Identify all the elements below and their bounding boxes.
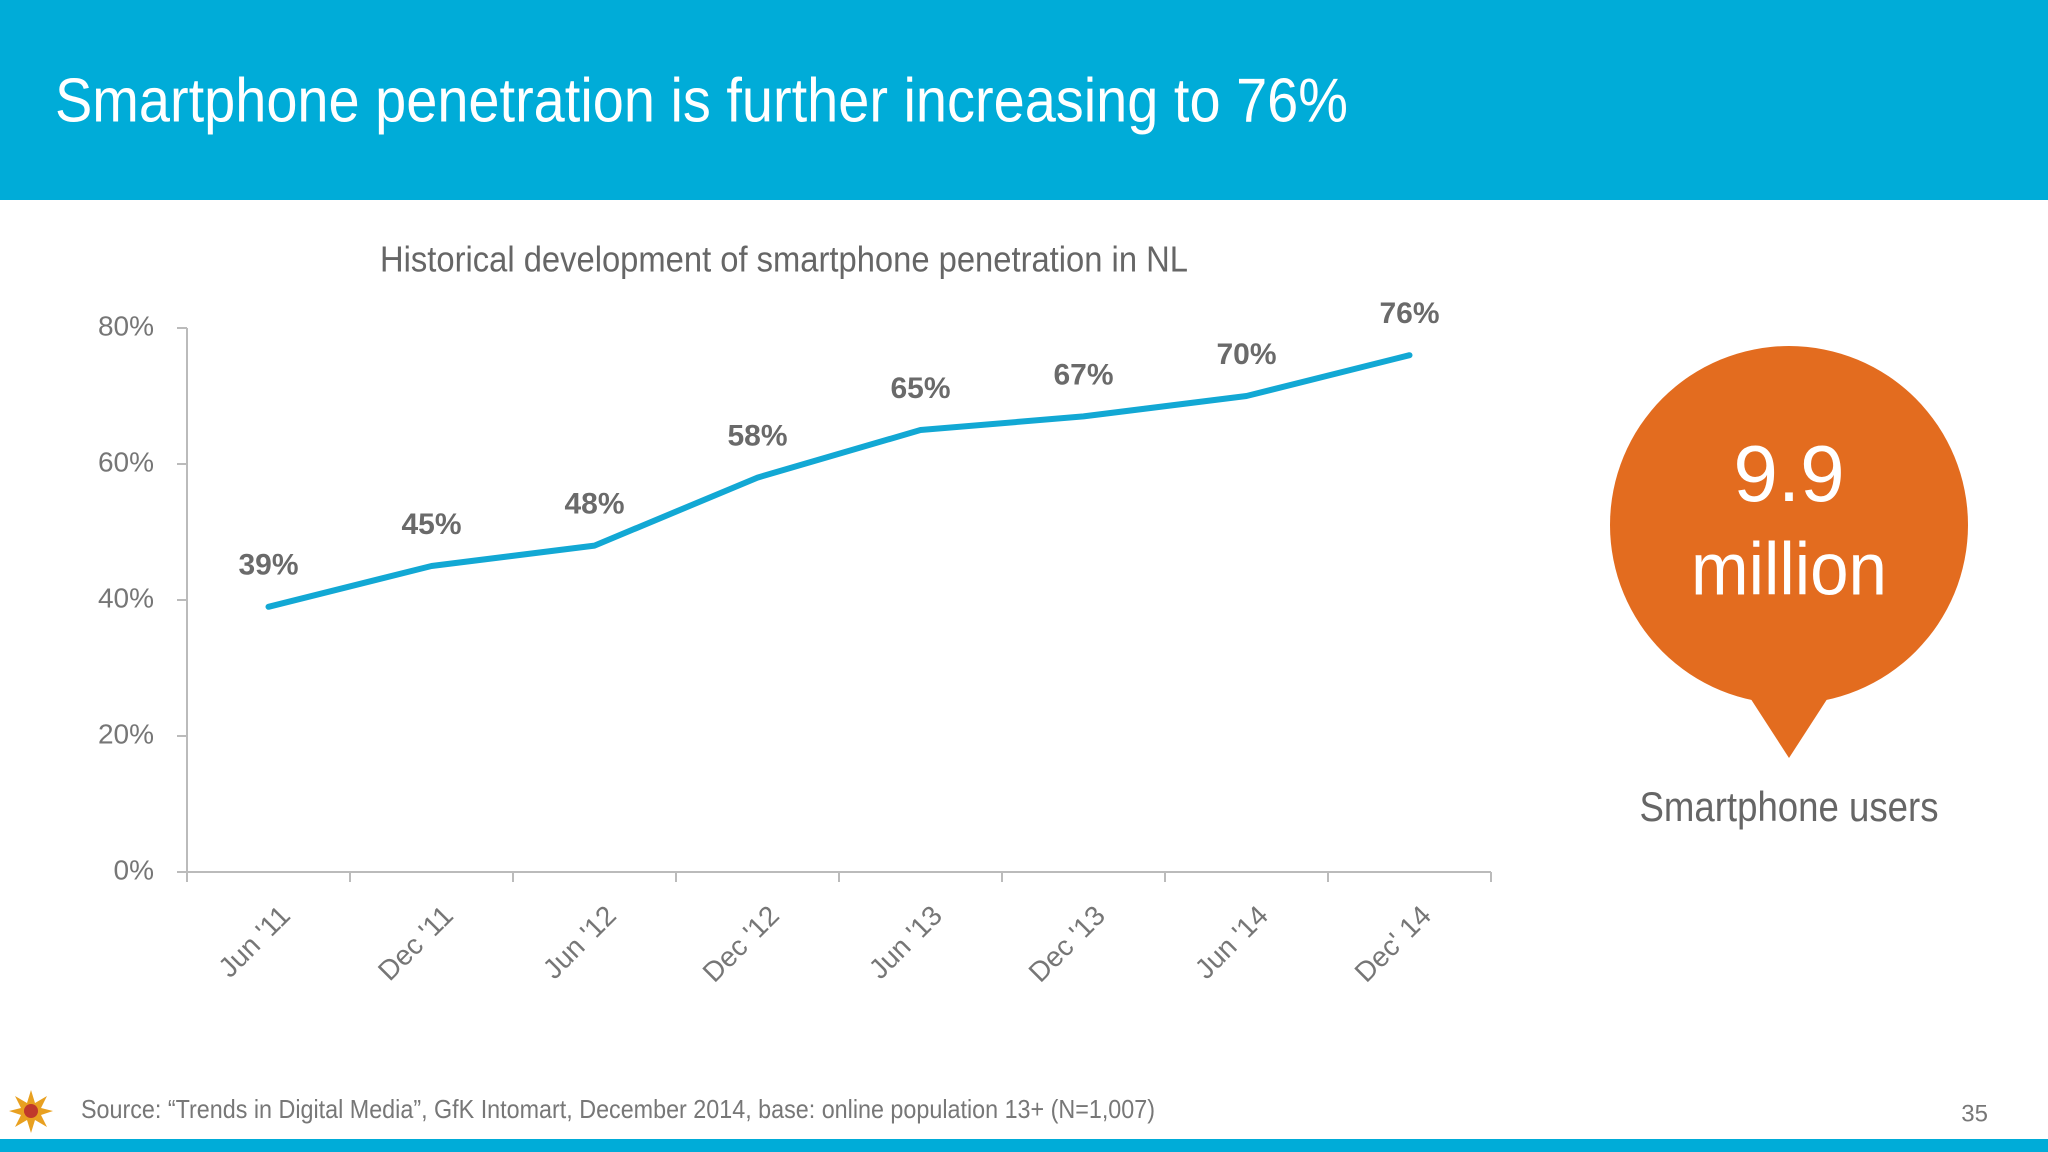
x-tick-label: Dec '12 <box>697 900 785 988</box>
data-label: 48% <box>564 488 624 521</box>
logo-core <box>24 1104 38 1118</box>
x-tick-label: Jun '14 <box>1189 900 1274 985</box>
page-number: 35 <box>1961 1100 1988 1127</box>
x-tick-label: Dec' 14 <box>1349 900 1437 988</box>
callout-pointer <box>1745 690 1833 758</box>
x-tick-label: Dec '13 <box>1023 900 1111 988</box>
data-label: 45% <box>401 508 461 541</box>
x-tick-label: Jun '11 <box>212 900 296 984</box>
y-tick-label: 80% <box>98 310 154 341</box>
y-tick-label: 0% <box>114 854 154 885</box>
data-label: 76% <box>1379 297 1439 330</box>
data-label: 65% <box>890 372 950 405</box>
data-label: 58% <box>727 420 787 453</box>
callout-bubble <box>1610 346 1968 704</box>
data-label: 67% <box>1053 358 1113 391</box>
callout-number: 9.9 <box>1733 429 1844 518</box>
data-label: 70% <box>1216 338 1276 371</box>
x-tick-label: Jun '13 <box>863 900 948 985</box>
callout-unit: million <box>1691 528 1887 611</box>
source-note: Source: “Trends in Digital Media”, GfK I… <box>81 1094 1155 1124</box>
data-label: 39% <box>238 549 298 582</box>
x-tick-label: Dec '11 <box>372 900 459 987</box>
footer-bar <box>0 1139 2048 1152</box>
callout-caption: Smartphone users <box>1640 783 1939 830</box>
y-tick-label: 40% <box>98 582 154 613</box>
y-tick-label: 60% <box>98 446 154 477</box>
chart-title: Historical development of smartphone pen… <box>380 239 1188 280</box>
slide-title: Smartphone penetration is further increa… <box>55 66 1348 135</box>
y-tick-label: 20% <box>98 718 154 749</box>
x-tick-label: Jun '12 <box>537 900 622 985</box>
callout: 9.9 million Smartphone users <box>1610 346 1968 830</box>
line <box>265 352 1413 610</box>
logo <box>9 1090 53 1133</box>
header-bar <box>0 0 2048 200</box>
